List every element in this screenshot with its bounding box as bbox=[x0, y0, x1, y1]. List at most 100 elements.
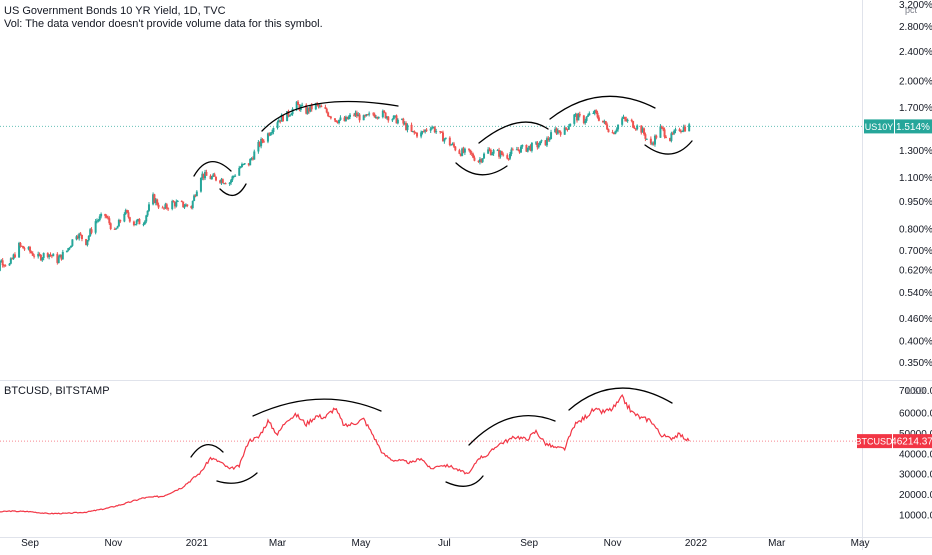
candle-body bbox=[640, 125, 643, 133]
candle-body bbox=[372, 113, 375, 115]
btc-last-value-text: 46214.37 bbox=[891, 437, 932, 448]
bond-last-value-text: 1.514% bbox=[896, 122, 930, 133]
candle-body bbox=[509, 153, 512, 159]
candle-body bbox=[338, 119, 341, 123]
candle-body bbox=[79, 233, 82, 235]
candle-body bbox=[480, 159, 483, 162]
candle-body bbox=[528, 145, 531, 148]
candle-body bbox=[56, 253, 59, 263]
candle-body bbox=[183, 206, 186, 208]
annotation-arc bbox=[455, 162, 508, 176]
candle-body bbox=[116, 226, 119, 229]
candle-body bbox=[440, 131, 443, 133]
candle-body bbox=[517, 149, 520, 151]
candle-body bbox=[394, 115, 397, 117]
candle-body bbox=[52, 253, 55, 257]
candle-body bbox=[29, 246, 31, 252]
btc-y-tick-label: 30000.00 bbox=[899, 470, 932, 481]
candle-body bbox=[239, 167, 242, 169]
candle-body bbox=[641, 128, 644, 133]
candle-body bbox=[496, 150, 499, 152]
candle-body bbox=[376, 117, 379, 119]
candle-body bbox=[262, 141, 265, 143]
volume-note: Vol: The data vendor doesn't provide vol… bbox=[4, 18, 323, 30]
candle-body bbox=[307, 107, 310, 112]
candle-body bbox=[13, 254, 16, 258]
candle-body bbox=[30, 251, 33, 253]
candle-body bbox=[659, 126, 662, 138]
candle-body bbox=[124, 210, 127, 214]
candle-body bbox=[98, 216, 101, 221]
candle-body bbox=[435, 131, 438, 133]
candle-body bbox=[104, 213, 107, 216]
candle-body bbox=[411, 131, 414, 133]
candle-body bbox=[85, 239, 88, 246]
annotation-arc bbox=[219, 183, 247, 196]
candle-body bbox=[4, 265, 7, 267]
candle-body bbox=[368, 113, 371, 115]
candle-body bbox=[547, 138, 550, 141]
candle-body bbox=[602, 120, 605, 123]
candle-body bbox=[41, 257, 44, 261]
candle-body bbox=[71, 239, 74, 246]
annotation-arc bbox=[216, 472, 258, 484]
candle-body bbox=[33, 255, 36, 257]
x-tick-label: Jul bbox=[438, 538, 451, 549]
candle-body bbox=[622, 117, 625, 119]
candle-body bbox=[86, 240, 89, 246]
candle-body bbox=[413, 131, 416, 133]
candle-body bbox=[11, 258, 14, 260]
candle-body bbox=[59, 254, 62, 258]
candle-body bbox=[247, 163, 250, 166]
candle-body bbox=[234, 175, 237, 177]
candle-body bbox=[0, 262, 1, 271]
candle-body bbox=[410, 124, 413, 132]
annotation-arc bbox=[549, 95, 656, 120]
bond-y-tick-label: 0.620% bbox=[899, 266, 932, 277]
bond-y-tick-label: 2.800% bbox=[899, 22, 932, 33]
candle-body bbox=[439, 131, 442, 133]
candle-body bbox=[39, 254, 42, 261]
candle-body bbox=[194, 195, 197, 197]
bond-y-tick-label: 0.800% bbox=[899, 225, 932, 236]
candle-body bbox=[652, 143, 655, 145]
candle-body bbox=[472, 153, 475, 158]
candle-body bbox=[385, 116, 388, 119]
candle-body bbox=[678, 129, 681, 132]
candle-body bbox=[68, 247, 71, 249]
btc-y-unit-label: USD bbox=[906, 386, 926, 396]
annotation-arc bbox=[445, 475, 484, 487]
candle-body bbox=[61, 251, 64, 260]
candle-body bbox=[679, 131, 682, 133]
candle-body bbox=[18, 242, 21, 258]
candle-body bbox=[463, 148, 466, 153]
btc-y-tick-label: 70000.00 bbox=[899, 386, 932, 397]
candle-body bbox=[374, 117, 377, 119]
candle-body bbox=[381, 110, 384, 118]
candle-body bbox=[688, 124, 691, 132]
candle-body bbox=[325, 108, 328, 113]
candle-body bbox=[106, 217, 109, 219]
bond-y-tick-label: 2.400% bbox=[899, 47, 932, 58]
bond-y-tick-label: 0.540% bbox=[899, 288, 932, 299]
candle-body bbox=[518, 149, 521, 153]
candle-body bbox=[42, 253, 45, 258]
annotation-arc bbox=[644, 140, 693, 155]
candle-body bbox=[424, 129, 427, 132]
candle-body bbox=[614, 131, 617, 135]
candle-body bbox=[48, 254, 51, 257]
candle-body bbox=[660, 126, 663, 128]
candle-body bbox=[220, 179, 223, 183]
candle-body bbox=[258, 141, 261, 147]
x-tick-label: May bbox=[851, 538, 870, 549]
candle-body bbox=[488, 149, 491, 151]
candle-body bbox=[634, 128, 637, 130]
candle-body bbox=[137, 219, 140, 221]
annotation-arcs bbox=[190, 95, 693, 487]
candle-body bbox=[298, 104, 301, 110]
candle-body bbox=[3, 265, 6, 267]
x-tick-label: May bbox=[351, 538, 370, 549]
candle-body bbox=[113, 228, 116, 230]
candle-body bbox=[134, 224, 137, 226]
candle-body bbox=[257, 141, 260, 152]
